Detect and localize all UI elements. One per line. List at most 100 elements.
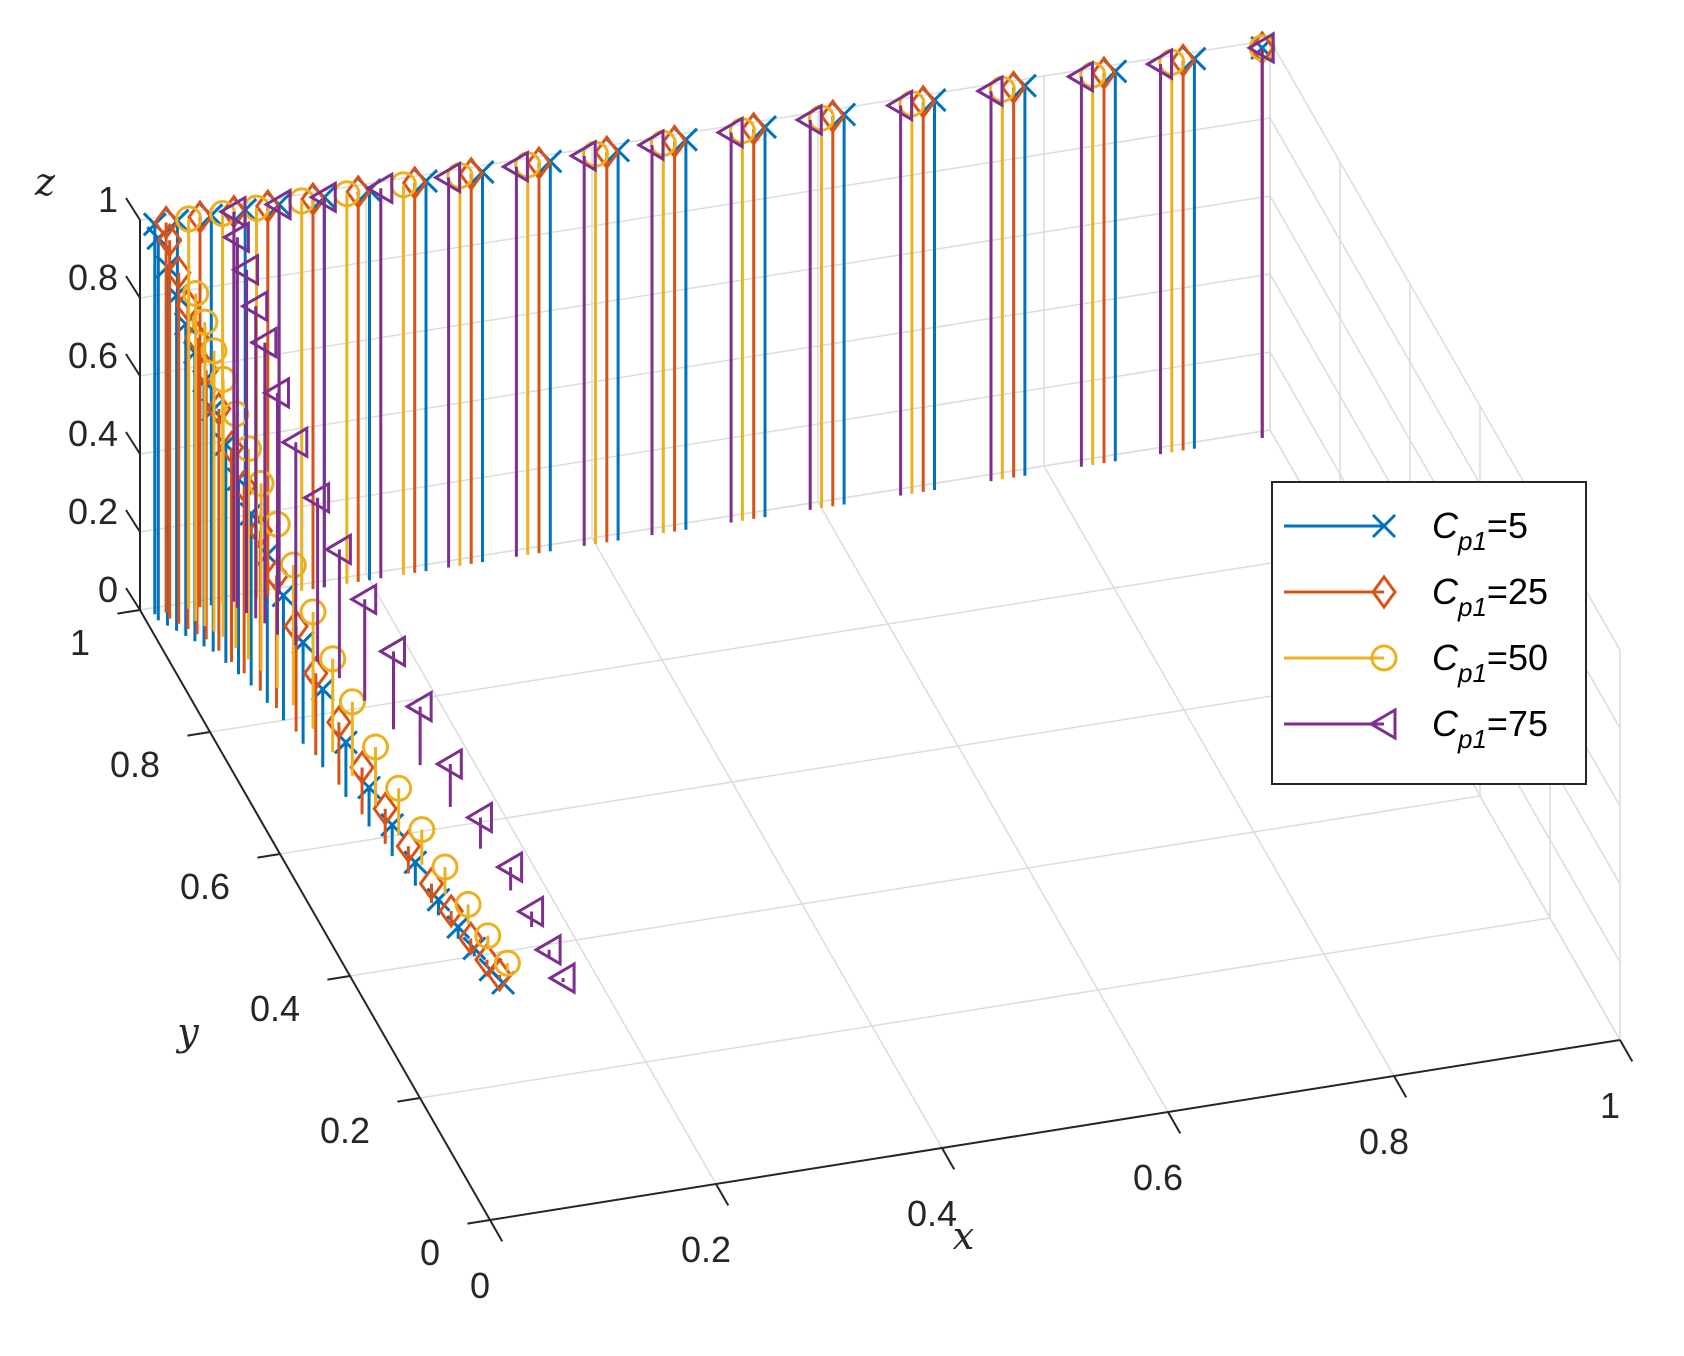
data-point-diamond-marker [1000, 69, 1027, 106]
x-tick-label: 1 [1600, 1085, 1620, 1126]
legend-value: =5 [1487, 505, 1528, 546]
data-point-circle-marker [1370, 644, 1398, 672]
x-tick-label: 0.2 [681, 1229, 731, 1270]
legend-symbol: C [1432, 505, 1459, 546]
data-point-circle-marker [338, 688, 366, 716]
y-tick-label: 0.4 [250, 988, 300, 1029]
legend-box [1271, 481, 1587, 785]
data-point-triangle-marker [221, 220, 250, 254]
data-point-triangle-marker [794, 103, 823, 137]
data-point-triangle-marker [515, 894, 545, 929]
data-point-circle-marker [474, 922, 502, 950]
legend-symbol: C [1432, 637, 1459, 678]
x-tick [1619, 1039, 1634, 1062]
y-tick [467, 1219, 491, 1225]
floor-grid-y [349, 795, 1481, 977]
legend-item: Cp1=75 [1284, 703, 1548, 754]
data-point-diamond-marker [187, 199, 213, 235]
z-tick-label: 0.2 [68, 491, 118, 532]
data-point-triangle-marker [715, 115, 744, 150]
axis-layer [117, 197, 1634, 1242]
legend-value: =75 [1487, 703, 1548, 744]
data-point-circle-marker [182, 280, 210, 307]
data-point-diamond-marker [1170, 42, 1196, 79]
data-point-triangle-marker [494, 850, 524, 884]
data-point-circle-marker [454, 890, 482, 918]
data-point-diamond-marker [661, 123, 688, 160]
data-point-triangle-marker [636, 128, 665, 162]
y-tick-label: 0.8 [110, 744, 160, 785]
y-tick [257, 853, 281, 859]
back-wall-grid-z [139, 195, 1271, 377]
legend-items: Cp1=5 Cp1=25 Cp1=50 Cp1=75 [1284, 505, 1548, 754]
y-tick-label: 1 [70, 622, 90, 663]
y-tick [327, 975, 351, 981]
data-point-triangle-marker [884, 88, 914, 123]
y-tick-label: 0.2 [320, 1110, 370, 1151]
y-tick-label: 0.6 [180, 866, 230, 907]
legend-item: Cp1=50 [1284, 637, 1548, 688]
data-point-circle-marker [175, 205, 203, 233]
data-point-triangle-marker [248, 325, 278, 360]
data-point-circle-marker [191, 308, 219, 336]
data-point-triangle-marker [568, 139, 597, 173]
y-tick [397, 1097, 421, 1103]
z-tick [125, 509, 141, 533]
z-tick-label: 0.4 [68, 413, 118, 454]
data-point-triangle-marker [432, 160, 462, 195]
x-tick [1393, 1075, 1408, 1098]
y-tick [117, 609, 141, 615]
data-point-circle-marker [362, 733, 389, 761]
data-point-diamond-marker [300, 181, 326, 217]
data-point-circle-marker [493, 949, 521, 977]
data-point-circle-marker [200, 337, 228, 365]
data-point-triangle-marker [308, 180, 337, 214]
stem-layer [142, 30, 1276, 996]
legend-value: =50 [1487, 637, 1548, 678]
data-point-triangle-marker [1368, 707, 1397, 741]
data-point-triangle-marker [1246, 31, 1275, 65]
x-tick [489, 1219, 504, 1242]
x-tick [1167, 1111, 1182, 1134]
data-point-triangle-marker [377, 634, 406, 669]
data-point-triangle-marker [533, 933, 562, 967]
data-point-diamond-marker [458, 156, 485, 192]
legend-label: Cp1=25 [1432, 571, 1548, 622]
z-axis-label: z [34, 160, 56, 204]
legend-value: =25 [1487, 571, 1548, 612]
data-point-circle-marker [319, 645, 347, 673]
marker-stroke [1371, 513, 1397, 539]
data-point-triangle-marker [301, 481, 331, 515]
data-point-diamond-marker [593, 134, 620, 170]
marker-stroke [446, 915, 471, 940]
floor-grid-x [591, 537, 943, 1149]
data-point-diamond-marker [345, 174, 372, 210]
data-point-diamond-marker [1371, 574, 1397, 610]
z-tick-label: 0.6 [68, 335, 118, 376]
x-tick-label: 0.4 [907, 1193, 957, 1234]
data-point-diamond-marker [401, 165, 428, 201]
floor-grid-y [419, 917, 1551, 1099]
legend-item: Cp1=5 [1284, 505, 1528, 556]
floor-grid-x [817, 501, 1169, 1113]
x-axis-label: x [953, 1214, 974, 1258]
data-point-triangle-marker [323, 532, 352, 567]
data-point-triangle-marker [261, 376, 290, 410]
data-point-diamond-marker [1091, 55, 1117, 91]
x-tick [941, 1147, 956, 1170]
data-point-circle-marker [299, 598, 327, 626]
legend-symbol: C [1432, 703, 1459, 744]
x-tick [715, 1183, 730, 1206]
data-point-diamond-marker [205, 391, 232, 427]
data-point-circle-marker [385, 774, 413, 802]
z-tick-label: 0 [98, 569, 118, 610]
data-point-triangle-marker [230, 253, 260, 287]
label-layer: 00.20.40.60.8100.20.40.60.8100.20.40.60.… [34, 160, 1620, 1306]
legend-label: Cp1=5 [1432, 505, 1528, 556]
floor-grid-x [1043, 465, 1395, 1077]
x-tick-label: 0.8 [1359, 1121, 1409, 1162]
floor-grid-y [209, 551, 1341, 733]
data-point-diamond-marker [349, 749, 375, 786]
data-point-diamond-marker [457, 920, 484, 956]
